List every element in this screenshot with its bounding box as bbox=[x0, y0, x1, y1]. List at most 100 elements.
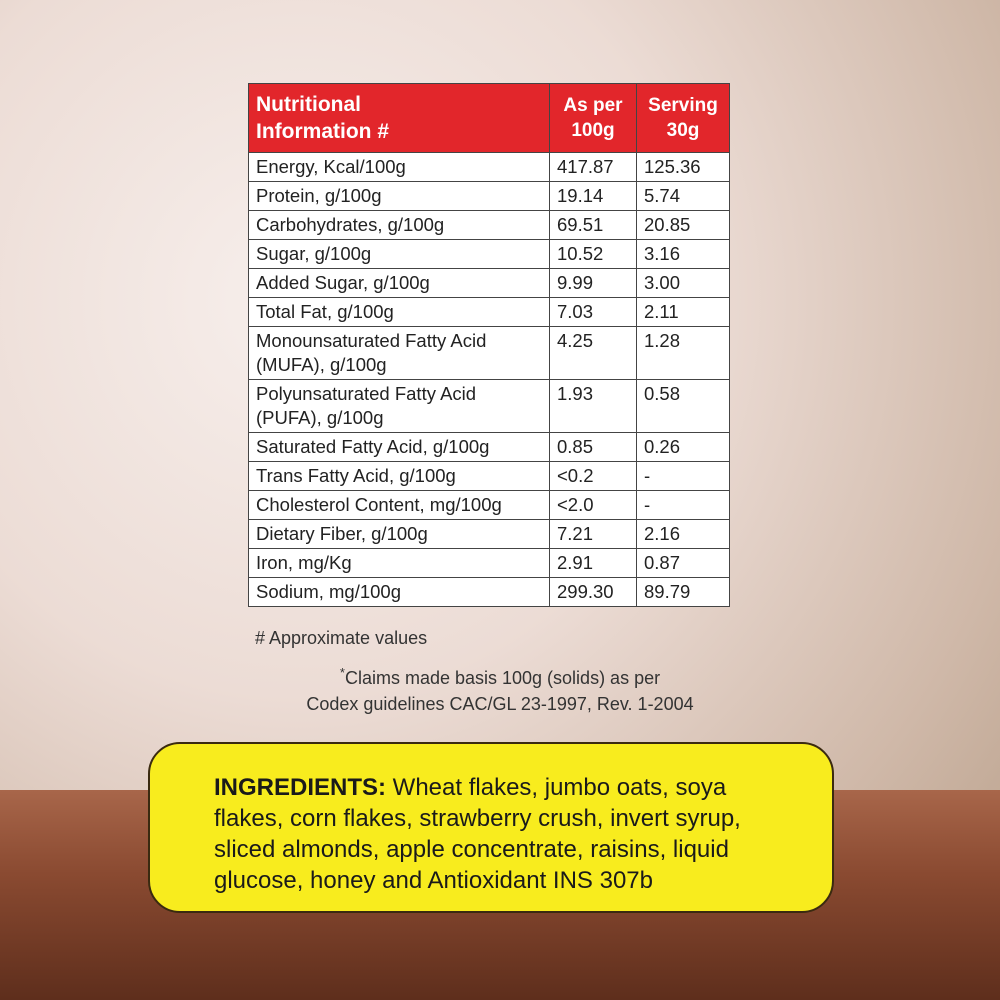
ingredients-text: glucose, honey and Antioxidant INS 307b bbox=[214, 867, 653, 894]
ingredients-line: sliced almonds, apple concentrate, raisi… bbox=[214, 834, 832, 865]
value-per-serving: 3.16 bbox=[636, 239, 730, 269]
value-per-100g: 417.87 bbox=[549, 152, 637, 182]
value-per-100g: <2.0 bbox=[549, 490, 637, 520]
ingredients-line: glucose, honey and Antioxidant INS 307b bbox=[214, 865, 832, 896]
value-per-100g: 0.85 bbox=[549, 432, 637, 462]
value-per-100g: 7.03 bbox=[549, 297, 637, 327]
table-header: Nutritional Information # As per 100g Servin… bbox=[248, 83, 730, 153]
value-per-100g: 2.91 bbox=[549, 548, 637, 578]
claims-text: Claims made basis 100g (solids) as per bbox=[344, 668, 661, 688]
value-per-serving: 89.79 bbox=[636, 577, 730, 607]
table-row: Added Sugar, g/100g 9.99 3.00 bbox=[248, 268, 730, 298]
nutrient-cell: Polyunsaturated Fatty Acid (PUFA), g/100g bbox=[248, 379, 550, 433]
value-per-serving: 0.87 bbox=[636, 548, 730, 578]
nutrient-cell: Protein, g/100g bbox=[248, 181, 550, 211]
ingredients-text: Wheat flakes, jumbo oats, soya bbox=[386, 774, 727, 801]
nutrient-name: Iron, mg/Kg bbox=[256, 552, 352, 573]
nutrient-name: Trans Fatty Acid, g/100g bbox=[256, 465, 456, 486]
nutrient-cell: Monounsaturated Fatty Acid (MUFA), g/100g bbox=[248, 326, 550, 380]
nutrient-name: Monounsaturated Fatty Acid bbox=[256, 330, 487, 351]
ingredients-box: INGREDIENTS: Wheat flakes, jumbo oats, s… bbox=[148, 742, 834, 913]
value-per-serving: 0.58 bbox=[636, 379, 730, 433]
header-text: 30g bbox=[666, 120, 700, 141]
nutrient-name: Cholesterol Content, mg/100g bbox=[256, 494, 502, 515]
nutrient-cell: Sugar, g/100g bbox=[248, 239, 550, 269]
value-per-100g: 299.30 bbox=[549, 577, 637, 607]
claims-note: *Claims made basis 100g (solids) as per C… bbox=[240, 660, 760, 717]
claims-text: Codex guidelines CAC/GL 23-1997, Rev. 1-… bbox=[306, 694, 694, 714]
value-per-100g: 19.14 bbox=[549, 181, 637, 211]
table-row: Sugar, g/100g 10.52 3.16 bbox=[248, 239, 730, 269]
header-text: 100g bbox=[571, 120, 615, 141]
nutrient-cell: Carbohydrates, g/100g bbox=[248, 210, 550, 240]
table-row: Polyunsaturated Fatty Acid (PUFA), g/100g… bbox=[248, 379, 730, 433]
nutrient-cell: Cholesterol Content, mg/100g bbox=[248, 490, 550, 520]
header-cell: Nutritional Information # bbox=[248, 83, 550, 153]
nutrient-name: Polyunsaturated Fatty Acid bbox=[256, 383, 477, 404]
nutrient-name: Energy, Kcal/100g bbox=[256, 156, 406, 177]
nutrient-name: Carbohydrates, g/100g bbox=[256, 214, 445, 235]
value-per-100g: 69.51 bbox=[549, 210, 637, 240]
nutrient-cell: Energy, Kcal/100g bbox=[248, 152, 550, 182]
claims-line: *Claims made basis 100g (solids) as per bbox=[240, 660, 760, 691]
nutrient-cell: Trans Fatty Acid, g/100g bbox=[248, 461, 550, 491]
ingredients-line: flakes, corn flakes, strawberry crush, i… bbox=[214, 803, 832, 834]
nutrient-cell: Iron, mg/Kg bbox=[248, 548, 550, 578]
table-row: Total Fat, g/100g 7.03 2.11 bbox=[248, 297, 730, 327]
ingredients-label: INGREDIENTS: bbox=[214, 774, 387, 801]
claims-marker: * bbox=[339, 665, 345, 680]
approx-note: # Approximate values bbox=[255, 628, 428, 648]
table-row: Iron, mg/Kg 2.91 0.87 bbox=[248, 548, 730, 578]
nutrient-name: Added Sugar, g/100g bbox=[256, 272, 430, 293]
nutrient-cell: Sodium, mg/100g bbox=[248, 577, 550, 607]
nutrient-name: Protein, g/100g bbox=[256, 185, 382, 206]
header-cell: Serving 30g bbox=[636, 83, 730, 153]
header-row: Nutritional Information # As per 100g Servin… bbox=[248, 83, 730, 153]
nutrient-name: Sugar, g/100g bbox=[256, 243, 372, 264]
value-per-100g: 1.93 bbox=[549, 379, 637, 433]
nutrient-name: Total Fat, g/100g bbox=[256, 301, 394, 322]
value-per-serving: 2.11 bbox=[636, 297, 730, 327]
value-per-serving: 2.16 bbox=[636, 519, 730, 549]
value-per-100g: 9.99 bbox=[549, 268, 637, 298]
ingredients-line: INGREDIENTS: Wheat flakes, jumbo oats, s… bbox=[214, 772, 832, 803]
table-row: Sodium, mg/100g 299.30 89.79 bbox=[248, 577, 730, 607]
nutrient-name: (MUFA), g/100g bbox=[256, 354, 387, 375]
table-row: Dietary Fiber, g/100g 7.21 2.16 bbox=[248, 519, 730, 549]
value-per-serving: 1.28 bbox=[636, 326, 730, 380]
header-text: Serving bbox=[648, 95, 718, 116]
value-per-serving: - bbox=[636, 490, 730, 520]
value-per-serving: 3.00 bbox=[636, 268, 730, 298]
ingredients-text: sliced almonds, apple concentrate, raisi… bbox=[214, 836, 729, 863]
value-per-100g: 4.25 bbox=[549, 326, 637, 380]
value-per-serving: 125.36 bbox=[636, 152, 730, 182]
nutrient-cell: Dietary Fiber, g/100g bbox=[248, 519, 550, 549]
nutrition-table: Nutritional Information # As per 100g Servin… bbox=[248, 83, 730, 607]
claims-line: Codex guidelines CAC/GL 23-1997, Rev. 1-… bbox=[240, 691, 760, 717]
value-per-serving: 0.26 bbox=[636, 432, 730, 462]
value-per-serving: - bbox=[636, 461, 730, 491]
nutrient-name: (PUFA), g/100g bbox=[256, 407, 384, 428]
value-per-serving: 5.74 bbox=[636, 181, 730, 211]
header-text: Nutritional bbox=[256, 93, 361, 116]
table-body: Energy, Kcal/100g 417.87 125.36 Protein, g/… bbox=[248, 152, 730, 607]
nutrient-cell: Added Sugar, g/100g bbox=[248, 268, 550, 298]
ingredients-text: flakes, corn flakes, strawberry crush, i… bbox=[214, 805, 741, 832]
table-row: Cholesterol Content, mg/100g <2.0- bbox=[248, 490, 730, 520]
table-row: Saturated Fatty Acid, g/100g 0.85 0.26 bbox=[248, 432, 730, 462]
table-row: Trans Fatty Acid, g/100g <0.2- bbox=[248, 461, 730, 491]
table-row: Monounsaturated Fatty Acid (MUFA), g/100g… bbox=[248, 326, 730, 380]
value-per-serving: 20.85 bbox=[636, 210, 730, 240]
nutrient-name: Sodium, mg/100g bbox=[256, 581, 402, 602]
table-row: Protein, g/100g 19.14 5.74 bbox=[248, 181, 730, 211]
value-per-100g: <0.2 bbox=[549, 461, 637, 491]
header-text: As per bbox=[563, 95, 623, 116]
nutrient-cell: Total Fat, g/100g bbox=[248, 297, 550, 327]
header-text: Information # bbox=[256, 120, 390, 143]
table-row: Carbohydrates, g/100g 69.51 20.85 bbox=[248, 210, 730, 240]
nutrient-name: Dietary Fiber, g/100g bbox=[256, 523, 428, 544]
nutrient-cell: Saturated Fatty Acid, g/100g bbox=[248, 432, 550, 462]
value-per-100g: 10.52 bbox=[549, 239, 637, 269]
value-per-100g: 7.21 bbox=[549, 519, 637, 549]
